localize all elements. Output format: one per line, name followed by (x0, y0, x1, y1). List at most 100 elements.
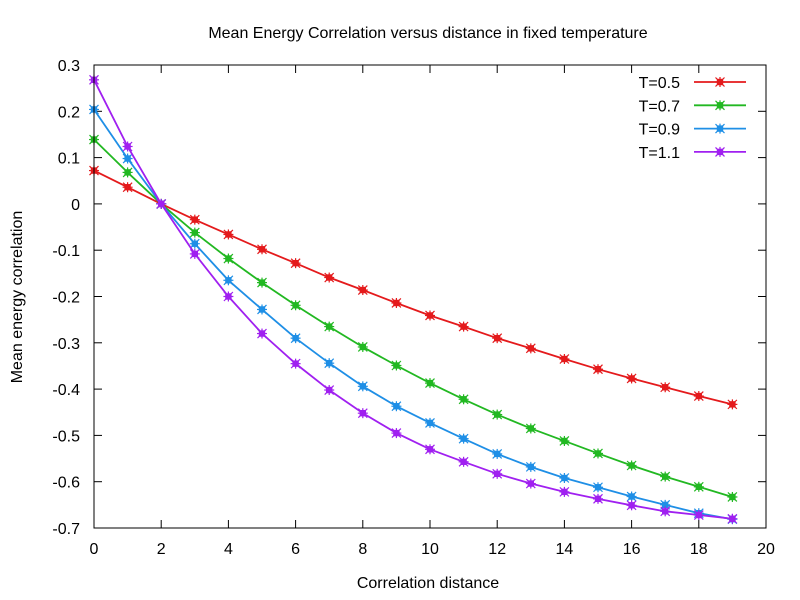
data-point (223, 253, 234, 264)
data-point (458, 433, 469, 444)
data-point (458, 456, 469, 467)
data-point (122, 153, 133, 164)
series-T=1.1 (89, 74, 738, 524)
data-point (122, 141, 133, 152)
data-point (660, 506, 671, 517)
legend-label: T=0.7 (639, 98, 680, 115)
data-point (492, 333, 503, 344)
data-point (425, 310, 435, 321)
x-axis-label: Correlation distance (357, 575, 499, 592)
x-tick-label: 10 (421, 541, 439, 558)
data-point (492, 448, 503, 459)
data-point (525, 343, 536, 354)
data-point (660, 471, 671, 482)
data-point (189, 238, 200, 249)
data-point (290, 300, 301, 311)
data-point (525, 461, 536, 472)
data-point (223, 291, 234, 302)
data-point (693, 391, 704, 402)
y-tick-label: 0.1 (58, 151, 80, 168)
data-point (727, 491, 738, 502)
data-point (324, 272, 335, 283)
data-point (391, 360, 402, 371)
y-tick-label: 0.3 (58, 58, 80, 75)
y-tick-label: -0.7 (52, 521, 80, 538)
data-point (122, 182, 133, 193)
x-tick-label: 12 (488, 541, 506, 558)
legend-marker (715, 77, 725, 87)
data-point (357, 408, 368, 419)
data-point (324, 358, 335, 369)
data-point (324, 385, 335, 396)
series-line (93, 79, 733, 520)
data-point (290, 358, 301, 369)
legend-marker (715, 123, 725, 134)
axes: 0 2 4 6 8 10 12 14 16 18 20 -0.7 -0.6 -0.5 -0.4 -0.3 -0.… (52, 58, 775, 558)
legend-marker (715, 100, 725, 111)
data-point (458, 394, 469, 405)
data-point (727, 513, 738, 524)
data-point (626, 500, 637, 511)
data-point (257, 304, 267, 315)
legend-label: T=0.9 (639, 122, 680, 139)
data-point (425, 417, 435, 428)
data-point (626, 460, 637, 471)
series-layer (89, 74, 738, 525)
data-point (559, 486, 570, 497)
data-point (425, 378, 435, 389)
y-tick-label: -0.4 (52, 382, 80, 399)
data-point (593, 364, 603, 375)
y-tick-label: 0.2 (58, 104, 80, 121)
data-point (626, 373, 637, 384)
x-tick-label: 14 (556, 541, 574, 558)
data-point (257, 277, 267, 288)
data-point (660, 382, 671, 393)
x-tick-label: 20 (757, 541, 775, 558)
data-point (223, 229, 234, 240)
data-point (391, 401, 402, 412)
data-point (357, 285, 368, 296)
data-point (122, 167, 133, 178)
data-point (525, 423, 536, 434)
data-point (559, 472, 570, 483)
data-point (492, 409, 503, 420)
y-tick-label: -0.6 (52, 475, 80, 492)
series-line (93, 138, 733, 498)
legend-label: T=0.5 (639, 75, 680, 92)
series-line (93, 169, 733, 406)
legend-label: T=1.1 (639, 145, 680, 162)
data-point (189, 248, 200, 259)
series-line (93, 108, 733, 521)
data-point (223, 275, 234, 286)
data-point (391, 297, 402, 308)
legend-marker (715, 146, 725, 157)
legend-entry: T=0.5 (639, 75, 746, 92)
data-point (189, 227, 200, 238)
data-point (693, 510, 704, 521)
plot-frame (93, 64, 767, 529)
y-tick-label: 0 (71, 197, 80, 214)
data-point (458, 321, 469, 332)
x-tick-label: 16 (623, 541, 641, 558)
y-tick-label: -0.1 (52, 243, 80, 260)
data-point (391, 428, 402, 439)
legend-entry: T=0.7 (639, 98, 746, 115)
y-tick-label: -0.3 (52, 336, 80, 353)
data-point (559, 354, 570, 365)
x-tick-label: 6 (291, 541, 300, 558)
data-point (357, 381, 368, 392)
series-T=0.5 (89, 165, 738, 410)
data-point (525, 478, 536, 489)
x-tick-label: 8 (358, 541, 367, 558)
data-point (559, 435, 570, 446)
y-axis-label: Mean energy correlation (9, 211, 26, 384)
data-point (626, 491, 637, 502)
data-point (727, 399, 738, 410)
data-point (492, 468, 503, 479)
data-point (189, 214, 200, 225)
legend-entry: T=0.9 (639, 122, 746, 139)
x-tick-label: 2 (157, 541, 166, 558)
data-point (693, 481, 704, 492)
y-tick-label: -0.2 (52, 290, 80, 307)
